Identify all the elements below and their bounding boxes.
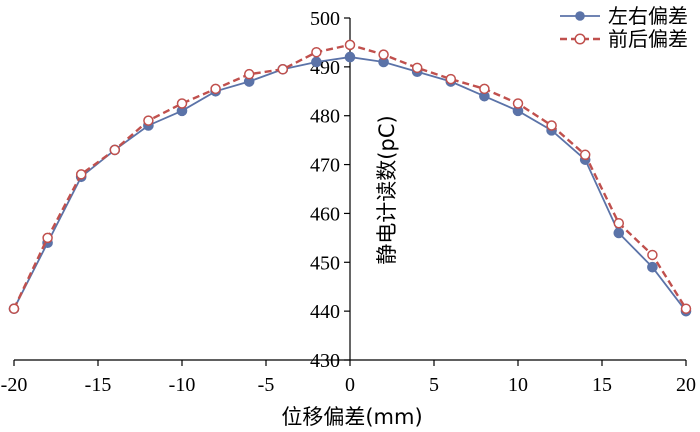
y-tick-label: 440 — [310, 301, 340, 323]
x-tick-label: 20 — [676, 374, 696, 396]
data-point — [8, 303, 20, 314]
y-tick-label: 460 — [310, 203, 340, 225]
data-point — [176, 98, 188, 109]
x-tick-label: -5 — [258, 374, 275, 396]
data-point — [143, 115, 154, 126]
data-point — [311, 46, 322, 58]
x-tick-label: -10 — [169, 374, 196, 396]
y-tick-label: 430 — [310, 350, 340, 372]
series-layer — [8, 39, 692, 317]
legend-label: 前后偏差 — [608, 27, 688, 51]
data-point — [311, 56, 322, 68]
data-point — [75, 169, 87, 180]
x-tick-label: 0 — [345, 374, 355, 396]
x-axis-title: 位移偏差(mm) — [281, 405, 422, 429]
y-tick-label: 500 — [310, 8, 340, 30]
x-tick-label: 15 — [592, 374, 612, 396]
x-tick-label: -15 — [85, 374, 112, 396]
data-point — [579, 149, 591, 161]
y-tick-label: 450 — [310, 252, 340, 274]
legend-marker — [574, 33, 586, 45]
x-tick-label: 5 — [429, 374, 439, 396]
data-point — [479, 83, 490, 95]
data-point — [277, 64, 289, 75]
data-point — [647, 261, 658, 273]
axes: -20 -15 -10 -5 0 5 10 15 20430440450460470480490… — [1, 8, 696, 396]
data-point — [411, 62, 423, 74]
data-point — [378, 49, 389, 60]
y-tick-label: 470 — [310, 155, 340, 177]
data-point — [613, 217, 625, 229]
legend-marker — [575, 11, 585, 21]
data-point — [512, 98, 524, 109]
data-point — [243, 68, 255, 80]
x-tick-label: 10 — [508, 374, 528, 396]
y-axis-title: 静电计读数(pC) — [375, 115, 399, 264]
data-point — [42, 232, 53, 244]
data-point — [344, 39, 356, 51]
y-tick-label: 480 — [310, 106, 340, 128]
data-point — [647, 249, 658, 261]
data-point — [613, 227, 625, 239]
data-point — [445, 73, 457, 85]
data-point — [210, 83, 221, 95]
data-point — [546, 120, 557, 131]
data-point — [680, 303, 692, 314]
data-point — [344, 51, 356, 63]
legend-label: 左右偏差 — [608, 4, 688, 28]
x-tick-label: -20 — [1, 374, 28, 396]
series-2 — [8, 39, 692, 314]
data-point — [109, 144, 121, 156]
